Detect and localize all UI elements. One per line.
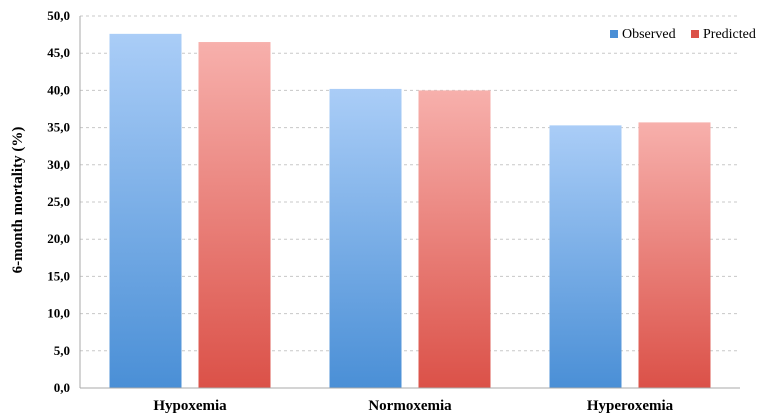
y-tick-label: 10,0 bbox=[47, 306, 70, 321]
y-tick-label: 35,0 bbox=[47, 120, 70, 135]
y-tick-label: 25,0 bbox=[47, 194, 70, 209]
legend-swatch bbox=[691, 30, 699, 38]
y-tick-label: 20,0 bbox=[47, 231, 70, 246]
bar-predicted-hypoxemia bbox=[198, 42, 271, 388]
gridlines bbox=[80, 15, 740, 352]
y-tick-label: 50,0 bbox=[47, 8, 70, 23]
legend-label: Predicted bbox=[703, 27, 756, 42]
tick-labels: 0,0 5,0 10,0 15,0 20,0 25,0 30,0 35,0 40,0 45,0 50… bbox=[47, 8, 673, 414]
legend: Observed Predicted bbox=[610, 27, 756, 42]
bar-predicted-hyperoxemia bbox=[638, 122, 711, 388]
y-tick-label: 15,0 bbox=[47, 268, 70, 283]
y-tick-label: 45,0 bbox=[47, 45, 70, 60]
bar-observed-hyperoxemia bbox=[549, 125, 622, 389]
x-tick-label: Hyperoxemia bbox=[587, 398, 674, 414]
bars bbox=[109, 33, 711, 389]
bar-observed-normoxemia bbox=[329, 88, 402, 389]
axes bbox=[79, 16, 740, 389]
y-tick-label: 40,0 bbox=[47, 82, 70, 97]
y-tick-label: 30,0 bbox=[47, 157, 70, 172]
legend-label: Observed bbox=[622, 27, 676, 42]
y-tick-label: 0,0 bbox=[54, 380, 70, 395]
y-tick-label: 5,0 bbox=[54, 343, 70, 358]
bar-observed-hypoxemia bbox=[109, 33, 182, 389]
bar-predicted-normoxemia bbox=[418, 90, 491, 389]
legend-swatch bbox=[610, 30, 618, 38]
x-tick-label: Normoxemia bbox=[368, 398, 452, 414]
x-tick-label: Hypoxemia bbox=[153, 398, 227, 414]
y-axis-title: 6-month mortality (%) bbox=[10, 127, 26, 274]
